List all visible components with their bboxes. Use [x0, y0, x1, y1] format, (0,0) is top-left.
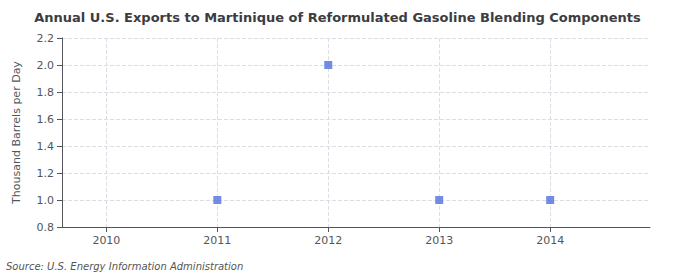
svg-text:Thousand Barrels per Day: Thousand Barrels per Day: [10, 61, 23, 205]
svg-text:2011: 2011: [203, 234, 231, 247]
svg-text:1.8: 1.8: [37, 86, 55, 99]
svg-text:Annual U.S. Exports to Martini: Annual U.S. Exports to Martinique of Ref…: [34, 10, 641, 25]
svg-text:2010: 2010: [92, 234, 120, 247]
svg-text:1.4: 1.4: [37, 140, 55, 153]
svg-text:1.0: 1.0: [37, 194, 55, 207]
svg-text:2013: 2013: [425, 234, 453, 247]
svg-text:2012: 2012: [314, 234, 342, 247]
svg-text:Source: U.S. Energy Informatio: Source: U.S. Energy Information Administ…: [6, 261, 243, 272]
svg-text:0.8: 0.8: [37, 221, 55, 234]
svg-text:1.6: 1.6: [37, 113, 55, 126]
svg-text:1.2: 1.2: [37, 167, 55, 180]
svg-text:2.2: 2.2: [37, 32, 55, 45]
svg-text:2014: 2014: [536, 234, 564, 247]
svg-text:2.0: 2.0: [37, 59, 55, 72]
